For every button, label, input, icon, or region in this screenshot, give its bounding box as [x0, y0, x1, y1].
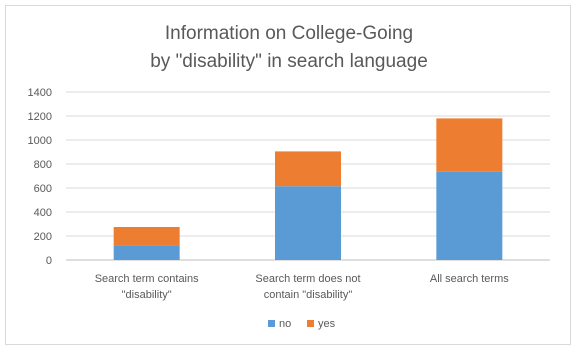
legend-swatch-yes	[307, 320, 314, 327]
y-tick-label: 600	[34, 183, 52, 195]
x-tick-label: All search terms	[430, 273, 509, 285]
y-tick-label: 1400	[28, 87, 52, 99]
y-tick-label: 800	[34, 159, 52, 171]
legend-label-no: no	[279, 318, 291, 330]
bar-no-1	[275, 186, 341, 260]
legend-label-yes: yes	[318, 318, 336, 330]
legend: no yes	[268, 318, 336, 330]
bar-no-2	[436, 171, 503, 260]
bar-yes-1	[275, 151, 341, 187]
y-tick-label: 400	[34, 207, 52, 219]
chart-title-line-1: Information on College-Going	[165, 23, 413, 44]
y-tick-label: 0	[46, 255, 52, 267]
bars	[113, 118, 503, 260]
x-tick-label: contain "disability"	[264, 289, 353, 301]
chart-title-line-2: by "disability" in search language	[150, 51, 428, 72]
x-tick-label: Search term contains	[95, 273, 199, 285]
x-axis-labels: Search term contains "disability" Search t…	[95, 273, 510, 301]
bar-no-0	[113, 245, 180, 260]
y-axis-ticks: 0 200 400 600 800 1000 1200 1400	[28, 87, 52, 267]
legend-swatch-no	[268, 320, 275, 327]
bar-yes-2	[436, 118, 503, 172]
y-tick-label: 1000	[28, 135, 52, 147]
y-tick-label: 1200	[28, 111, 52, 123]
x-tick-label: "disability"	[122, 289, 172, 301]
y-tick-label: 200	[34, 231, 52, 243]
bar-yes-0	[113, 227, 180, 246]
x-tick-label: Search term does not	[255, 273, 360, 285]
